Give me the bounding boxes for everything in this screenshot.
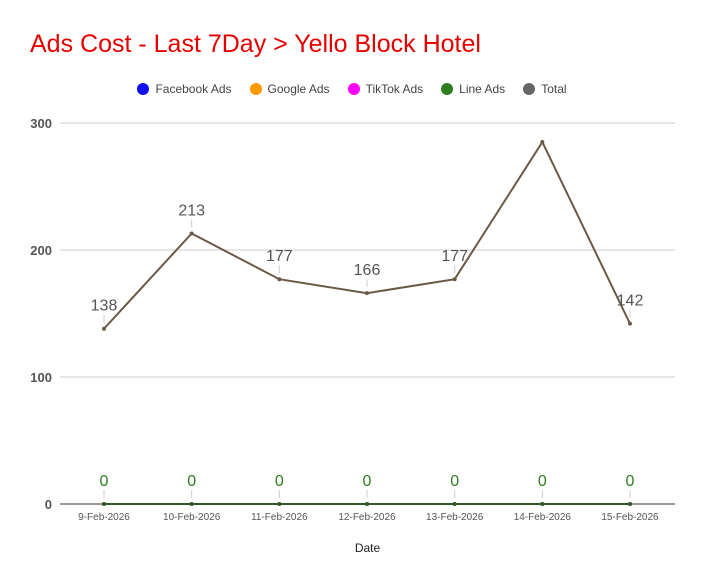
legend-label: Facebook Ads bbox=[155, 82, 232, 96]
data-point bbox=[452, 277, 457, 282]
x-tick-label: 11-Feb-2026 bbox=[251, 512, 308, 523]
legend-item: Google Ads bbox=[249, 80, 330, 98]
y-tick-label: 0 bbox=[45, 497, 52, 512]
data-point bbox=[628, 321, 632, 326]
legend-item: Line Ads bbox=[441, 80, 505, 98]
legend-swatch bbox=[249, 83, 262, 95]
chart-legend: Facebook Ads Google Ads TikTok Ads Line Ads… bbox=[0, 80, 704, 98]
legend-label: TikTok Ads bbox=[365, 82, 424, 96]
data-point bbox=[277, 277, 282, 282]
y-tick-label: 200 bbox=[30, 243, 52, 258]
legend-swatch bbox=[347, 83, 360, 95]
data-label: 142 bbox=[617, 293, 644, 310]
data-label: 0 bbox=[275, 473, 284, 490]
data-label: 0 bbox=[626, 473, 635, 490]
x-tick-label: 12-Feb-2026 bbox=[338, 512, 396, 523]
data-label: 0 bbox=[450, 473, 459, 490]
x-axis-title: Date bbox=[355, 541, 381, 555]
chart-title: Ads Cost - Last 7Day > Yello Block Hotel bbox=[30, 30, 481, 58]
legend-label: Total bbox=[541, 82, 567, 96]
legend-label: Line Ads bbox=[459, 82, 506, 96]
x-tick-label: 9-Feb-2026 bbox=[78, 512, 130, 523]
data-label: 0 bbox=[538, 473, 547, 490]
data-point bbox=[102, 326, 106, 331]
data-label: 177 bbox=[266, 248, 293, 265]
legend-swatch bbox=[523, 83, 536, 95]
x-tick-label: 15-Feb-2026 bbox=[601, 512, 659, 523]
y-tick-label: 300 bbox=[30, 116, 52, 131]
data-label: 138 bbox=[91, 298, 118, 315]
data-point bbox=[365, 291, 369, 296]
data-label: 0 bbox=[363, 473, 372, 490]
x-tick-label: 14-Feb-2026 bbox=[514, 512, 572, 523]
x-tick-label: 13-Feb-2026 bbox=[426, 512, 484, 523]
data-label: 166 bbox=[354, 262, 381, 279]
legend-item: TikTok Ads bbox=[347, 80, 424, 98]
data-label: 0 bbox=[187, 473, 196, 490]
legend-label: Google Ads bbox=[267, 82, 330, 96]
x-tick-label: 10-Feb-2026 bbox=[163, 512, 221, 523]
legend-swatch bbox=[137, 83, 150, 95]
data-point bbox=[540, 140, 545, 145]
data-label: 213 bbox=[178, 202, 205, 219]
legend-item: Total bbox=[523, 80, 567, 98]
y-tick-label: 100 bbox=[30, 370, 52, 385]
series-line bbox=[103, 140, 631, 330]
legend-swatch bbox=[441, 83, 454, 95]
data-label: 177 bbox=[441, 248, 468, 265]
legend-item: Facebook Ads bbox=[137, 80, 232, 98]
data-label: 0 bbox=[100, 473, 109, 490]
data-point bbox=[189, 231, 194, 236]
